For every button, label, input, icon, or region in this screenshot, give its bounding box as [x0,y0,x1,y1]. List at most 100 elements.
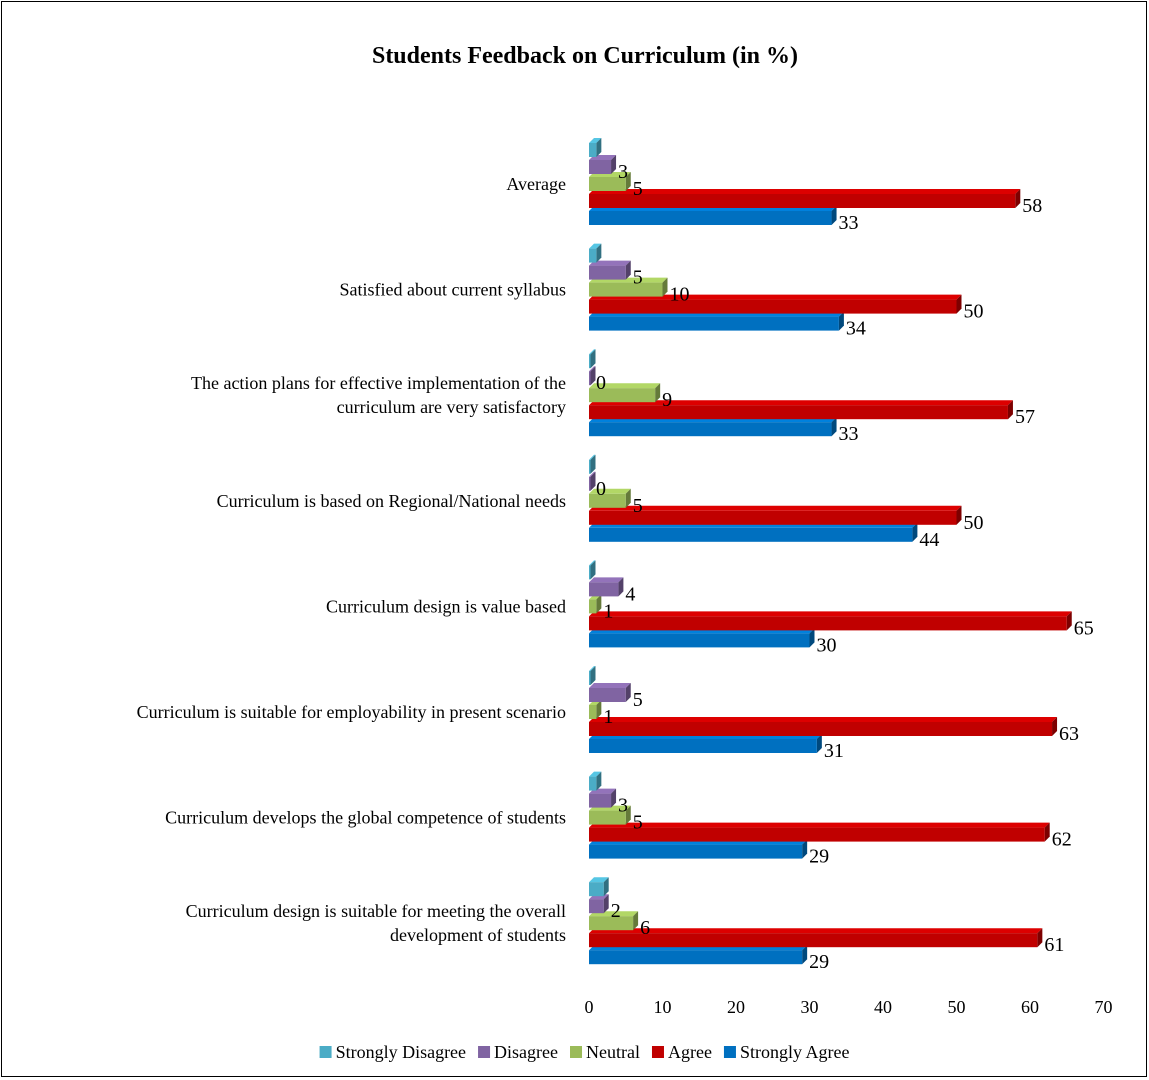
bar-strongly-agree [589,417,837,437]
bar-disagree [589,471,596,491]
bar-agree [589,189,1021,208]
legend-swatch [651,1046,664,1058]
bar-strongly-agree [589,311,844,331]
bar-strongly-disagree [589,349,596,369]
bar-strongly-agree [589,628,815,648]
bar-strongly-agree [589,206,837,225]
category-label: curriculum are very satisfactory [337,397,566,417]
bar-disagree [589,894,609,914]
legend-label: Agree [668,1042,712,1062]
x-tick-label: 30 [801,997,819,1017]
data-label: 2 [611,900,621,922]
data-label: 5 [633,689,643,711]
category-label: Curriculum design is value based [326,596,566,616]
data-label: 33 [839,212,859,234]
data-label: 31 [824,740,844,762]
legend-label: Neutral [586,1042,640,1062]
data-label: 5 [633,267,643,289]
data-label: 5 [633,495,643,517]
bar-strongly-agree [589,734,822,753]
bar-strongly-disagree [589,771,602,791]
legend-label: Strongly Agree [740,1042,850,1062]
data-label: 50 [964,512,984,534]
data-label: 3 [618,795,628,817]
bar-agree [589,400,1013,420]
bar-strongly-disagree [589,666,596,685]
data-label: 58 [1022,195,1042,217]
chart-title: Students Feedback on Curriculum (in %) [372,43,798,69]
x-tick-label: 10 [654,997,672,1017]
legend-item-strongly-disagree: Strongly Disagree [319,1042,466,1062]
bar-strongly-agree [589,945,808,965]
legend-label: Strongly Disagree [336,1042,466,1062]
bar-neutral [589,700,602,719]
data-label: 9 [662,389,672,411]
data-label: 29 [809,846,829,868]
bar-agree [589,822,1050,842]
category-label: Curriculum develops the global competenc… [165,808,566,828]
data-label: 34 [846,318,866,340]
legend-item-neutral: Neutral [570,1042,640,1062]
bar-neutral [589,277,668,297]
data-label: 50 [964,301,984,323]
bar-neutral [589,172,631,191]
data-label: 44 [919,529,939,551]
bar-disagree [589,366,596,386]
bar-disagree [589,577,624,597]
category-label: Average [506,174,566,194]
legend-item-disagree: Disagree [478,1042,558,1062]
x-tick-label: 60 [1021,997,1039,1017]
bar-neutral [589,594,602,614]
data-label: 61 [1044,934,1064,956]
bar-strongly-disagree [589,560,596,580]
bar-strongly-disagree [589,138,602,157]
data-label: 57 [1015,406,1035,428]
x-tick-label: 0 [585,997,594,1017]
legend-swatch [319,1046,332,1058]
data-label: 3 [618,161,628,183]
bar-strongly-agree [589,522,918,542]
category-label: Curriculum is suitable for employability… [137,702,566,722]
data-label: 29 [809,951,829,973]
category-label: development of students [390,925,566,945]
data-label: 1 [603,706,613,728]
bar-strongly-disagree [589,243,602,263]
bar-agree [589,717,1058,736]
legend-swatch [723,1046,736,1058]
category-label: Curriculum design is suitable for meetin… [186,901,566,921]
category-label: The action plans for effective implement… [191,373,566,393]
legend-swatch [478,1046,491,1058]
legend-swatch [570,1046,583,1058]
bar-strongly-disagree [589,454,596,474]
legend-label: Disagree [494,1042,558,1062]
bar-agree [589,928,1043,948]
bar-disagree [589,155,617,174]
data-label: 5 [633,178,643,200]
legend-item-agree: Agree [651,1042,712,1062]
bar-neutral [589,383,661,403]
data-label: 1 [603,600,613,622]
x-tick-label: 50 [948,997,966,1017]
data-label: 33 [839,423,859,445]
legend-item-strongly-agree: Strongly Agree [723,1042,850,1062]
data-label: 65 [1074,617,1094,639]
data-label: 0 [596,478,606,500]
data-label: 6 [640,917,650,939]
x-tick-label: 20 [727,997,745,1017]
bar-disagree [589,788,617,808]
bar-agree [589,294,962,314]
bar-neutral [589,488,631,508]
bar-neutral [589,911,639,931]
x-tick-label: 40 [874,997,892,1017]
bar-agree [589,505,962,525]
bar-agree [589,611,1072,631]
data-label: 4 [625,583,635,605]
data-label: 0 [596,372,606,394]
bar-strongly-disagree [589,877,609,897]
data-label: 10 [670,284,690,306]
bar-disagree [589,683,631,702]
data-label: 30 [817,634,837,656]
category-label: Satisfied about current syllabus [340,280,566,300]
